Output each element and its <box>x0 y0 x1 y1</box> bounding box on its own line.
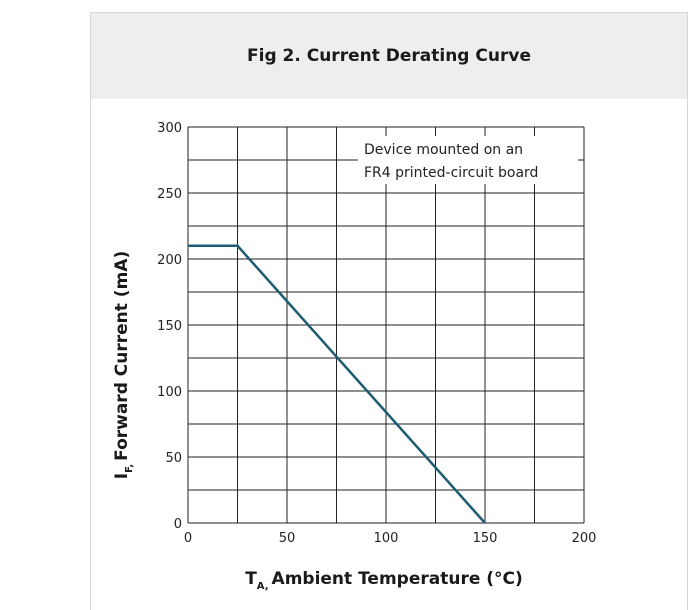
x-tick-label: 50 <box>279 531 296 546</box>
x-tick-label: 0 <box>184 531 192 546</box>
annotation-background <box>358 136 578 184</box>
tick-labels: 0 50 100 150 200 0 50 100 150 200 250 300 <box>157 121 596 546</box>
x-axis-label: TA, Ambient Temperature (°C) <box>245 569 523 592</box>
y-tick-label: 250 <box>157 187 182 202</box>
y-tick-label: 100 <box>157 385 182 400</box>
chart-title: Fig 2. Current Derating Curve <box>247 46 531 66</box>
y-axis-label: IF, Forward Current (mA) <box>112 251 135 479</box>
annotation-line-2: FR4 printed-circuit board <box>364 165 538 181</box>
chart-card: Fig 2. Current Derating Curve <box>90 12 688 610</box>
y-axis-subscript: F, <box>124 464 135 473</box>
annotation-line-1: Device mounted on an <box>364 142 523 158</box>
y-axis-symbol: I <box>112 473 132 479</box>
grid <box>187 126 585 524</box>
y-tick-label: 50 <box>165 451 182 466</box>
y-tick-label: 300 <box>157 121 182 136</box>
x-axis-title-text: Ambient Temperature (°C) <box>272 569 523 589</box>
derating-line <box>188 244 486 524</box>
y-tick-label: 150 <box>157 319 182 334</box>
x-tick-label: 200 <box>572 531 597 546</box>
x-axis-symbol: T <box>245 569 257 589</box>
x-tick-label: 100 <box>374 531 399 546</box>
chart-header: Fig 2. Current Derating Curve <box>91 13 687 99</box>
y-axis-title-text: Forward Current (mA) <box>112 251 132 461</box>
x-tick-label: 150 <box>473 531 498 546</box>
x-axis-subscript: A, <box>257 581 269 592</box>
y-tick-label: 0 <box>174 517 182 532</box>
y-tick-label: 200 <box>157 253 182 268</box>
